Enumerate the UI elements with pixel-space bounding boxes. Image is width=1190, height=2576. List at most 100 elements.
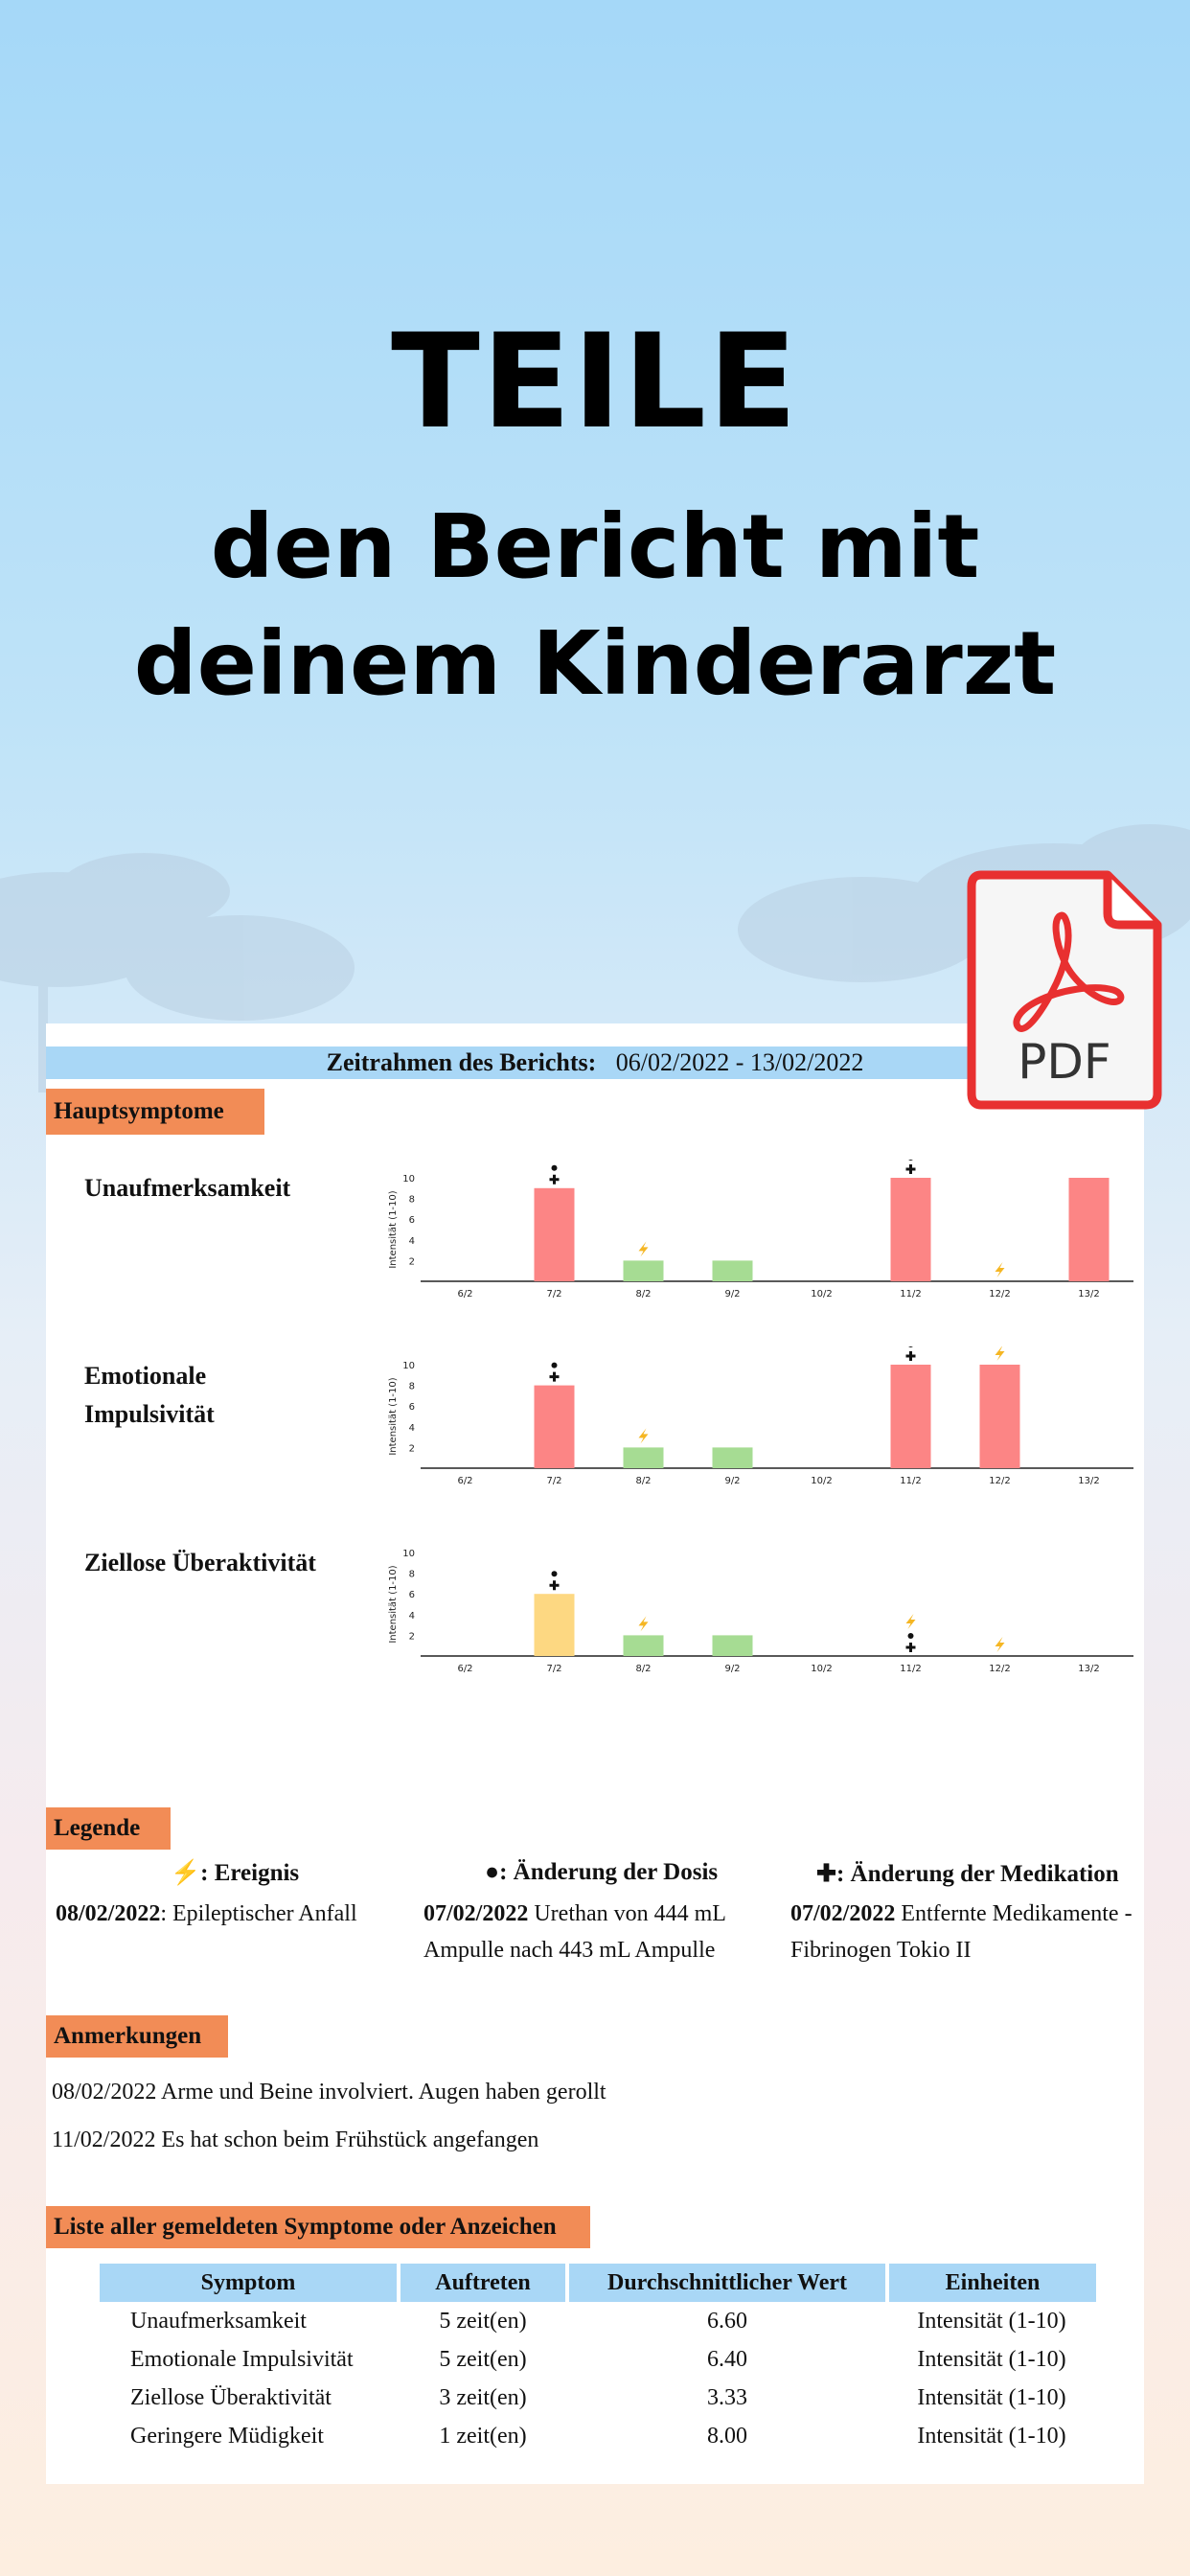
y-tick-label: 4 [409,1611,415,1622]
cell-average: 8.00 [707,2423,747,2449]
table-row: Emotionale Impulsivität 5 zeit(en) 6.40 … [100,2340,1096,2379]
headline-line-3: deinem Kinderarzt [133,612,1057,715]
x-tick-label: 11/2 [900,1664,921,1674]
pdf-badge-label: PDF [1018,1034,1110,1090]
x-tick-label: 7/2 [546,1289,561,1300]
headline-line-2: den Bericht mit [210,495,980,598]
header-occurrence: Auftreten [397,2264,567,2302]
lightning-icon [905,1614,916,1629]
legend-dose-entry: 07/02/2022 Urethan von 444 mL Ampulle na… [423,1896,788,1968]
y-tick-label: 2 [409,1631,415,1642]
lightning-icon: ⚡ [171,1860,201,1886]
x-tick-label: 12/2 [989,1289,1010,1300]
x-tick-label: 11/2 [900,1476,921,1486]
chart-2: Intensität (1-10) 2 4 6 8 10 6/2 7/2 8/2 9/2 10/2 1… [388,1346,1133,1486]
cross-icon [549,1174,560,1184]
cell-units: Intensität (1-10) [917,2423,1066,2449]
x-tick-label: 10/2 [811,1664,832,1674]
cell-average: 6.40 [707,2346,747,2372]
x-tick-label: 9/2 [724,1476,740,1486]
bar [534,1187,575,1281]
x-tick-label: 8/2 [635,1476,651,1486]
acrobat-icon [1013,911,1125,1032]
cell-symptom: Geringere Müdigkeit [130,2423,324,2449]
y-tick-label: 8 [409,1382,415,1392]
symptom-label-3: Ziellose Überaktivität [84,1544,316,1582]
section-notes: Anmerkungen [46,2015,228,2058]
cell-average: 3.33 [707,2384,747,2410]
dot-icon [551,1362,558,1368]
pdf-badge-fold [1103,875,1157,930]
cell-average: 6.60 [707,2308,747,2334]
x-tick-label: 7/2 [546,1476,561,1486]
cross-icon [549,1371,560,1382]
cross-icon [905,1643,916,1652]
legend-dose-text: Urethan von 444 mL Ampulle nach 443 mL A… [423,1901,726,1963]
y-tick-label: 10 [402,1361,415,1371]
dot-icon [907,1633,914,1639]
y-tick-label: 10 [402,1549,415,1559]
headline-title: TEILE [391,307,799,458]
x-tick-label: 6/2 [457,1664,472,1674]
legend-dose-date: 07/02/2022 [423,1901,529,1926]
section-legend: Legende [46,1807,171,1850]
cell-units: Intensität (1-10) [917,2346,1066,2372]
bar [712,1635,753,1656]
dot-icon [908,1346,913,1347]
cross-icon [549,1580,560,1591]
headline-subtitle: den Bericht mit deinem Kinderarzt [0,489,1190,723]
header-units: Einheiten [885,2264,1096,2302]
symptom-label-2: Emotionale Impulsivität [84,1357,215,1434]
section-main-symptoms: Hauptsymptome [46,1089,264,1135]
table-row: Unaufmerksamkeit 5 zeit(en) 6.60 Intensi… [100,2302,1096,2340]
legend-dose-title: ●: Änderung der Dosis [485,1859,719,1885]
dot-icon [908,1160,913,1161]
header-symptom: Symptom [100,2264,399,2302]
y-tick-label: 4 [409,1236,415,1247]
chart-1: Intensität (1-10) 2 4 6 8 10 6/2 7/2 8/2 9/2 10/2 1… [388,1160,1133,1300]
lightning-icon [638,1428,649,1444]
y-tick-label: 8 [409,1195,415,1206]
x-tick-label: 12/2 [989,1476,1010,1486]
section-symptom-list: Liste aller gemeldeten Symptome oder Anz… [46,2206,590,2248]
x-tick-label: 13/2 [1078,1476,1099,1486]
symptom-2-line-1: Emotionale [84,1362,207,1390]
y-axis-label: Intensität (1-10) [388,1565,399,1643]
bar [534,1385,575,1468]
dot-icon [551,1164,558,1171]
symptom-2-line-2: Impulsivität [84,1400,215,1428]
x-tick-label: 9/2 [724,1664,740,1674]
chart-3: Intensität (1-10) 2 4 6 8 10 6/2 7/2 8/2 9/2 10/2 1… [388,1549,1133,1674]
period-label: Zeitrahmen des Berichts: [326,1048,597,1076]
x-tick-label: 8/2 [635,1289,651,1300]
symptom-label-1: Unaufmerksamkeit [84,1169,290,1208]
legend-medication-entry: 07/02/2022 Entfernte Medikamente - Fibri… [790,1896,1147,1968]
report-period: Zeitrahmen des Berichts: 06/02/2022 - 13… [46,1046,1144,1079]
lightning-icon [638,1616,649,1632]
y-axis-label: Intensität (1-10) [388,1190,399,1268]
cell-units: Intensität (1-10) [917,2384,1066,2410]
legend-medication-title: ✚: Änderung der Medikation [816,1861,1119,1887]
legend-medication-text: Entfernte Medikamente - Fibrinogen Tokio… [790,1901,1133,1963]
cell-symptom: Ziellose Überaktivität [130,2384,332,2410]
lightning-icon [995,1262,1005,1277]
bar [623,1447,664,1468]
y-tick-label: 2 [409,1443,415,1454]
y-axis-label: Intensität (1-10) [388,1377,399,1455]
note-2: 11/02/2022 Es hat schon beim Frühstück a… [52,2128,539,2152]
bar [712,1447,753,1468]
x-tick-label: 13/2 [1078,1289,1099,1300]
x-tick-label: 6/2 [457,1289,472,1300]
note-1: 08/02/2022 Arme und Beine involviert. Au… [52,2080,606,2104]
x-tick-label: 11/2 [900,1289,921,1300]
cross-icon [905,1164,916,1174]
legend-medication-date: 07/02/2022 [790,1901,896,1926]
lightning-icon [995,1346,1005,1361]
table-row: Geringere Müdigkeit 1 zeit(en) 8.00 Inte… [100,2417,1096,2455]
table-header-row: Symptom Auftreten Durchschnittlicher Wer… [100,2264,1096,2302]
x-tick-label: 7/2 [546,1664,561,1674]
legend-event-label: : Ereignis [200,1860,300,1886]
legend-event-title: ⚡: Ereignis [171,1859,299,1887]
x-tick-label: 13/2 [1078,1664,1099,1674]
x-tick-label: 9/2 [724,1289,740,1300]
